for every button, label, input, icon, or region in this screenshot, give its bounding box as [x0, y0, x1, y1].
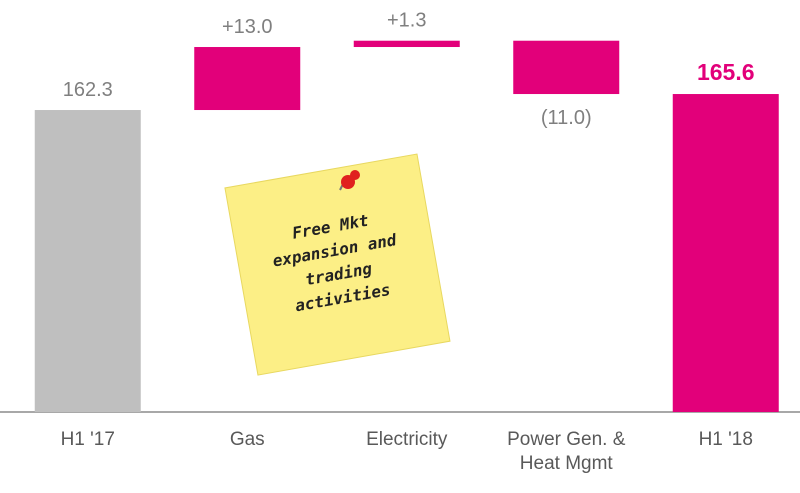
x-tick-label: Gas	[229, 429, 265, 450]
value-label: 165.6	[697, 59, 755, 85]
value-label: +13.0	[222, 16, 273, 38]
x-tick-label: Power Gen. & Heat Mgmt	[507, 429, 626, 474]
value-label: (11.0)	[541, 107, 592, 129]
x-tick-label: H1 '18	[698, 429, 753, 450]
bar	[34, 110, 141, 413]
bar	[513, 40, 620, 95]
sticky-note: Free Mkt expansion and trading activitie…	[224, 153, 451, 376]
x-tick-label: H1 '17	[60, 429, 115, 450]
bar	[672, 94, 779, 412]
bar	[194, 47, 301, 111]
pin	[339, 170, 360, 191]
x-tick-label: Electricity	[366, 429, 448, 450]
note-paper	[224, 153, 451, 376]
bar	[353, 40, 460, 48]
value-label: +1.3	[387, 10, 426, 32]
value-label: 162.3	[63, 79, 113, 101]
